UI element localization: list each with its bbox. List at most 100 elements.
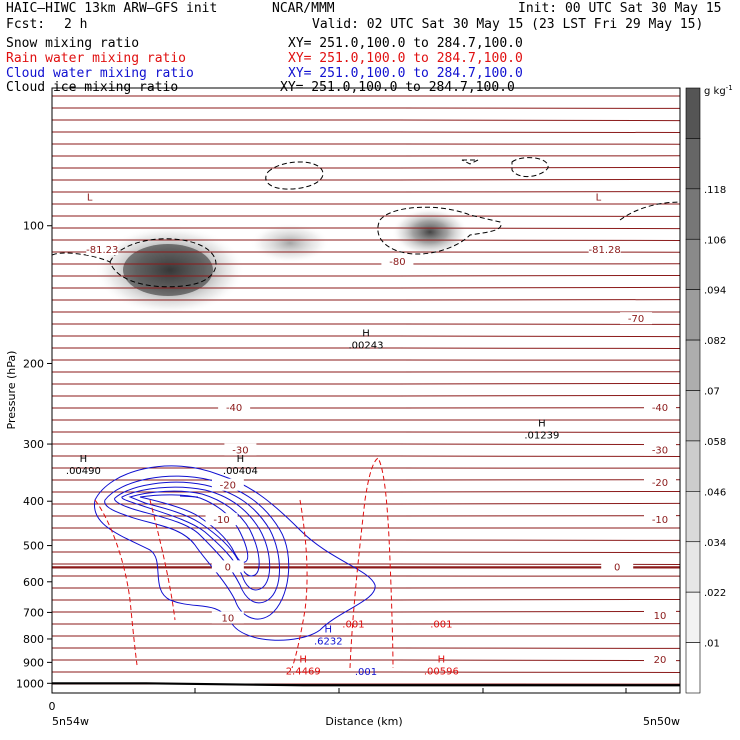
colorbar-tick-label: .118 <box>704 185 726 196</box>
isotherm-line-29 <box>52 443 680 446</box>
isotherm-line-42 <box>52 598 680 601</box>
colorbar-swatch <box>685 390 701 442</box>
maximum-marker: H <box>538 418 546 429</box>
isotherm-line-15 <box>52 274 680 277</box>
isotherm-label: -20 <box>220 481 236 492</box>
colorbar-swatch <box>685 491 701 543</box>
isotherm-label-bg <box>588 243 621 256</box>
rain-water-contour-right <box>291 499 308 669</box>
isotherm-label: -80 <box>389 257 405 268</box>
forecast-label: Fcst: <box>6 17 46 32</box>
y-tick-label-700: 700 <box>23 606 44 619</box>
y-axis-title: Pressure (hPa) <box>5 351 18 430</box>
isotherm-line-16 <box>52 286 680 289</box>
colorbar-tick-label: .034 <box>704 538 726 549</box>
snow-shading-mid <box>250 223 330 263</box>
isotherm-line-38 <box>52 551 680 554</box>
isotherm-label-bg <box>211 560 244 573</box>
colorbar-swatch <box>685 339 701 391</box>
maximum-marker: H <box>362 328 370 339</box>
x-axis <box>51 688 627 693</box>
contour-labels: -81.23 -81.28 -80 -70 -40 -40 -30 -30 -20 -20 -10 -… <box>66 192 676 678</box>
isotherm-line-25 <box>52 394 680 397</box>
maximum-marker: H <box>438 655 446 666</box>
model-title: HAIC–HIWC 13km ARW–GFS init <box>6 1 218 16</box>
colorbar-tick-label: .046 <box>704 487 726 498</box>
colorbar-tick-label: .094 <box>704 286 726 297</box>
maximum-marker: H <box>80 454 88 465</box>
cloud-water-contours <box>94 465 376 641</box>
contour-label: .001 <box>355 667 377 678</box>
x-tick-label-zero: 0 <box>49 700 56 713</box>
isotherm-line-47 <box>52 659 680 662</box>
isotherm-label-bg <box>381 254 414 267</box>
isotherm-line-43 <box>52 610 680 613</box>
rain-water-contour-left <box>94 499 138 666</box>
colorbar-swatch <box>685 188 701 240</box>
colorbar-swatch <box>685 440 701 492</box>
colorbar-swatch <box>685 541 701 593</box>
cloud-water-contour-4 <box>121 486 271 591</box>
maximum-marker: H <box>325 624 333 635</box>
rain-water-contour-tower <box>349 457 394 669</box>
x-right-location: 5n50w <box>643 715 680 728</box>
isotherm-label: 10 <box>654 611 667 622</box>
isotherm-label: -81.28 <box>589 245 621 256</box>
isotherm-line-12 <box>52 239 680 242</box>
isotherm-line-6 <box>52 166 680 169</box>
isotherm-line-48 <box>52 671 680 673</box>
cloud-water-contour-1 <box>94 465 376 641</box>
x-left-location: 5n54w <box>52 715 89 728</box>
isotherm-label-bg <box>218 400 251 413</box>
isotherm-line-24 <box>52 382 680 385</box>
field-snow-xy: XY= 251.0,100.0 to 284.7,100.0 <box>288 36 523 51</box>
y-tick-label-800: 800 <box>23 633 44 646</box>
colorbar-tick-label: .07 <box>704 387 720 398</box>
plot-area <box>52 95 680 687</box>
maximum-value: .6232 <box>314 636 343 647</box>
colorbar-tick-label: .022 <box>704 588 726 599</box>
cloud-ice-contour-left-edge <box>52 252 111 263</box>
y-tick-label-1000: 1000 <box>16 677 44 690</box>
contour-label: L <box>596 192 602 203</box>
maximum-value: .01239 <box>524 430 559 441</box>
field-cloudwater-label: Cloud water mixing ratio <box>6 66 194 81</box>
isotherm-label-bg <box>601 560 634 573</box>
field-cloudwater-xy: XY= 251.0,100.0 to 284.7,100.0 <box>288 66 523 81</box>
y-tick-label-500: 500 <box>23 540 44 553</box>
isotherm-label-bg <box>205 513 238 526</box>
colorbar-tick-label: .082 <box>704 336 726 347</box>
isotherm-label: 10 <box>221 614 234 625</box>
maximum-marker: H <box>299 655 307 666</box>
isotherm-label: -10 <box>652 515 668 526</box>
forecast-hour: 2 h <box>64 17 88 32</box>
y-axis: 100 200 300 400 500 600 700 800 900 1000 <box>16 220 52 690</box>
isotherm-label-bg <box>644 653 676 666</box>
field-rain-label: Rain water mixing ratio <box>6 51 187 66</box>
cloud-ice-contour-left <box>109 238 217 288</box>
colorbar-swatch <box>685 238 701 290</box>
field-rain-xy: XY= 251.0,100.0 to 284.7,100.0 <box>288 51 523 66</box>
cloud-water-contour-6 <box>139 494 249 563</box>
snow-shading-core <box>123 244 213 296</box>
colorbar-tick-label: .106 <box>704 235 726 246</box>
contour-label: .001 <box>430 619 452 630</box>
isotherm-line-34 <box>52 502 680 505</box>
maximum-value: .00596 <box>424 667 459 678</box>
colorbar-swatch <box>685 591 701 643</box>
rain-water-contours <box>94 457 394 669</box>
y-tick-label-100: 100 <box>23 220 44 233</box>
isotherm-label: 20 <box>654 655 667 666</box>
isotherm-label: -30 <box>232 446 248 457</box>
y-tick-label-200: 200 <box>23 357 44 370</box>
colorbar-unit: g kg-1 <box>704 84 733 97</box>
contour-label: .001 <box>342 619 364 630</box>
colorbar-tick-label: .01 <box>704 639 720 650</box>
isotherm-label: 0 <box>614 562 620 573</box>
cloud-ice-contour-right <box>377 206 502 255</box>
colorbar-swatch <box>685 642 701 694</box>
init-time: Init: 00 UTC Sat 30 May 15 <box>518 1 722 16</box>
maximum-value: 2.4469 <box>286 667 321 678</box>
maximum-value: .00243 <box>349 340 384 351</box>
isotherm-line-39 <box>52 563 680 565</box>
